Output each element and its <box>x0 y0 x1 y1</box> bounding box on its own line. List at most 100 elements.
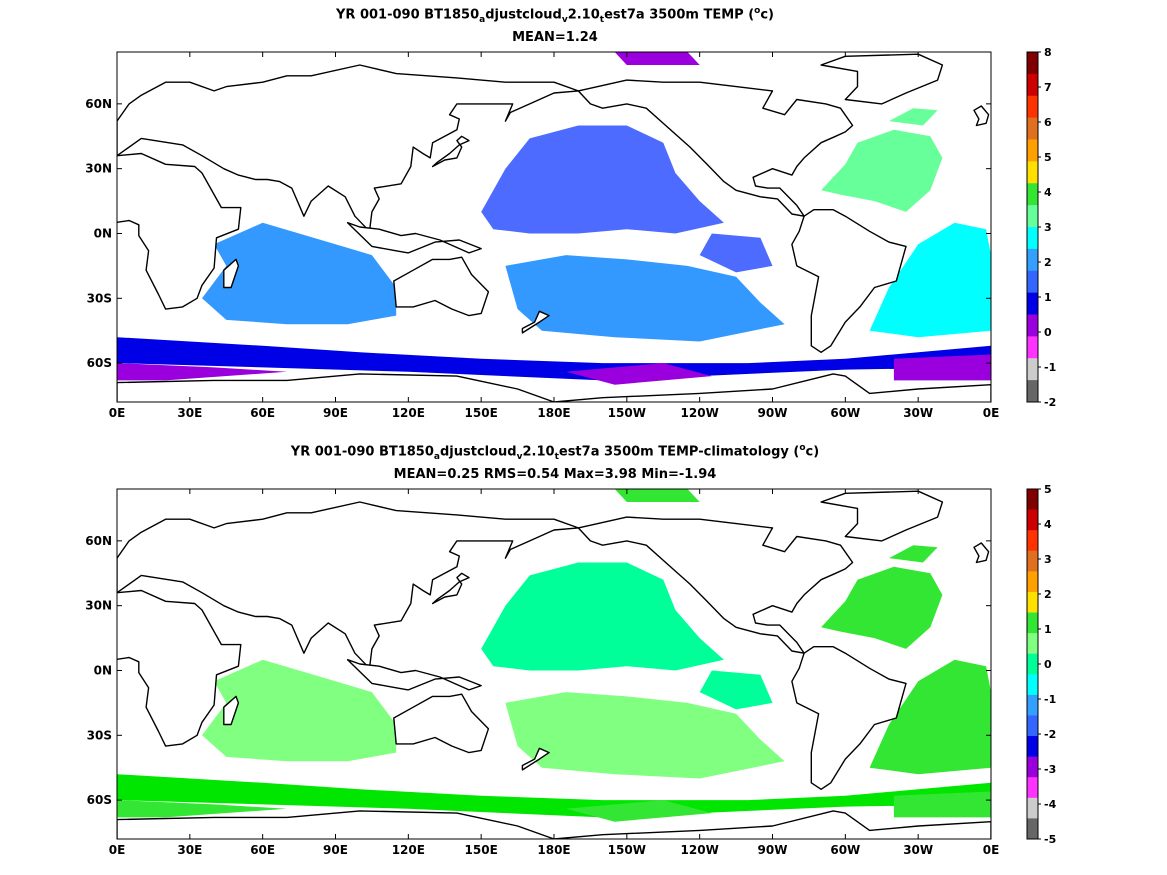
land-new-zealand <box>521 747 550 771</box>
region-nordic-seas <box>889 545 938 563</box>
x-tick-label: 30W <box>903 406 933 420</box>
region-south-pacific <box>505 692 785 779</box>
x-tick-label: 90W <box>758 843 788 857</box>
x-tick-label: 90W <box>758 406 788 420</box>
title-sub: a <box>433 451 440 462</box>
y-tick-label: 30N <box>85 599 112 613</box>
land-japan <box>431 572 470 605</box>
land-antarctica <box>117 810 991 839</box>
colorbar-label: -5 <box>1044 833 1056 846</box>
land-australia <box>393 256 490 317</box>
stats-text: MEAN=1.24 <box>512 30 598 45</box>
x-tick-label: 120W <box>681 843 719 857</box>
y-tick-label: 60S <box>87 356 112 370</box>
colorbar-label: -2 <box>1044 396 1056 409</box>
region-arctic-strip <box>614 489 700 502</box>
colorbar-segment <box>1027 509 1038 531</box>
colorbar-segment <box>1027 653 1038 675</box>
x-tick-label: 150E <box>465 406 498 420</box>
region-polar-band <box>117 800 287 818</box>
title-text: est7a 3500m TEMP-climatology ( <box>558 444 800 460</box>
region-arctic-strip <box>614 52 700 65</box>
colorbar-label: 6 <box>1044 116 1052 129</box>
x-tick-label: 0E <box>109 843 126 857</box>
title-sup: o <box>799 443 806 453</box>
y-tick-label: 60S <box>87 793 112 807</box>
colorbar-segment <box>1027 591 1038 614</box>
land-new-zealand <box>521 310 550 334</box>
region-polar-band-east <box>893 354 991 381</box>
colorbar-segment <box>1027 117 1038 140</box>
colorbar-segment <box>1027 550 1038 572</box>
y-tick-label: 60N <box>85 97 112 111</box>
colorbar-segment <box>1027 227 1038 250</box>
region-nordic-seas <box>889 108 938 126</box>
land-uk <box>973 542 990 564</box>
panel-stats: MEAN=0.25 RMS=0.54 Max=3.98 Min=-1.94 <box>0 467 1110 482</box>
colorbar-segment <box>1027 270 1038 294</box>
colorbar-segment <box>1027 797 1038 819</box>
land-madagascar <box>223 258 240 289</box>
land-australia <box>393 693 490 754</box>
colorbar-label: 4 <box>1044 518 1052 531</box>
colorbar-label: -4 <box>1044 798 1057 811</box>
colorbar-segment <box>1027 336 1038 359</box>
colorbar-segment <box>1027 674 1038 696</box>
x-tick-label: 30E <box>177 406 202 420</box>
colorbar-segment <box>1027 612 1038 634</box>
colorbar-segment <box>1027 633 1038 655</box>
x-tick-label: 120W <box>681 406 719 420</box>
title-text: c) <box>805 444 820 460</box>
colorbar-label: 7 <box>1044 81 1052 94</box>
land-madagascar <box>223 695 240 726</box>
title-text: est7a 3500m TEMP ( <box>604 7 755 23</box>
x-tick-label: 120E <box>392 843 425 857</box>
title-sub: a <box>479 14 486 25</box>
x-tick-label: 0E <box>109 406 126 420</box>
stats-text: MEAN=0.25 RMS=0.54 Max=3.98 Min=-1.94 <box>393 467 717 482</box>
colorbar-label: 1 <box>1044 623 1052 636</box>
x-tick-label: 180E <box>537 406 570 420</box>
title-text: YR 001-090 BT1850 <box>336 7 480 23</box>
map-field <box>117 52 991 402</box>
colorbar-label: 2 <box>1044 588 1052 601</box>
colorbar-segment <box>1027 292 1038 315</box>
title-sub: v <box>516 451 523 462</box>
region-south-atlantic <box>869 222 991 338</box>
colorbar-segment <box>1027 52 1038 75</box>
land-south-america <box>791 208 907 353</box>
title-text: 2.10 <box>567 7 600 23</box>
colorbar-label: 1 <box>1044 291 1052 304</box>
y-tick-label: 60N <box>85 534 112 548</box>
colorbar-segment <box>1027 314 1038 337</box>
colorbar-segment <box>1027 161 1038 184</box>
x-tick-label: 90E <box>323 406 348 420</box>
x-tick-label: 150W <box>608 406 646 420</box>
colorbar-label: 4 <box>1044 186 1052 199</box>
title-sub: t <box>554 451 559 462</box>
colorbar-segment <box>1027 756 1038 778</box>
region-indian-ocean <box>202 222 397 325</box>
x-tick-label: 0E <box>983 406 1000 420</box>
region-north-pacific <box>481 125 724 234</box>
region-southern-ocean <box>117 337 991 381</box>
colorbar-segment <box>1027 694 1038 716</box>
x-tick-label: 30E <box>177 843 202 857</box>
land-eurasia <box>117 64 579 233</box>
region-polar-band-east <box>893 791 991 818</box>
colorbar-segment <box>1027 73 1038 97</box>
x-tick-label: 30W <box>903 843 933 857</box>
x-tick-label: 150W <box>608 843 646 857</box>
x-tick-label: 150E <box>465 843 498 857</box>
land-africa <box>117 589 242 747</box>
land-indonesia <box>346 221 482 254</box>
y-tick-label: 0N <box>94 663 112 677</box>
map-plot: 0E 30E 60E 90E 120E 150E 180E 150W 120W 90W 60W 30W… <box>85 46 1056 420</box>
colorbar-label: 0 <box>1044 326 1052 339</box>
x-tick-label: 60E <box>250 843 275 857</box>
land-eurasia <box>117 501 579 670</box>
region-north-atlantic <box>821 566 943 649</box>
region-southern-ocean <box>117 774 991 818</box>
x-tick-label: 90E <box>323 843 348 857</box>
colorbar-segment <box>1027 715 1038 737</box>
